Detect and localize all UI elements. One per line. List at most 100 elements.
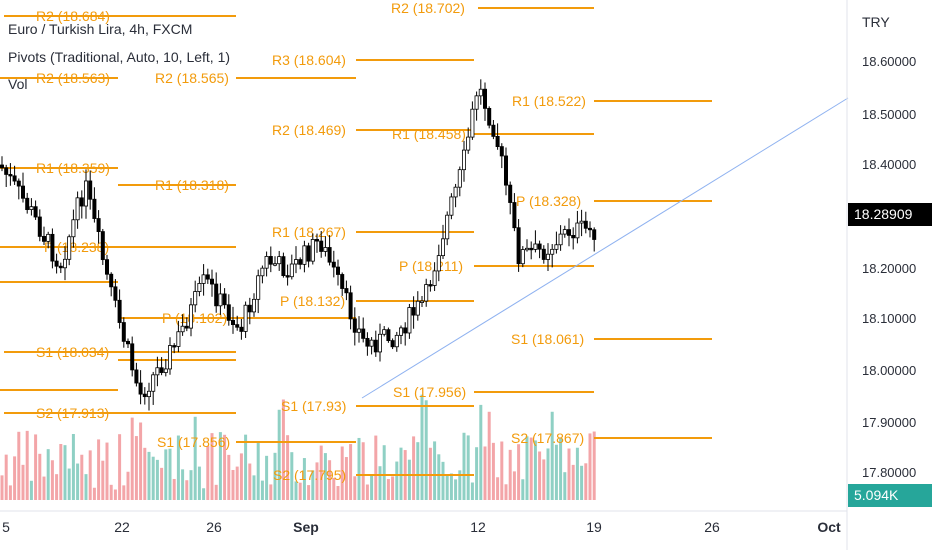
time-label: Oct (817, 519, 841, 535)
volume-bar (76, 463, 80, 500)
volume-bar (197, 466, 201, 500)
volume-bar (118, 434, 122, 500)
candle-body (75, 197, 80, 221)
candle-body (302, 245, 307, 265)
pivot-label: P (18.328) (516, 193, 581, 209)
volume-bar (399, 447, 403, 500)
candle-body (42, 236, 47, 242)
pivot-label: R1 (18.359) (36, 160, 110, 176)
last-price-tag: 18.28909 (848, 203, 932, 226)
time-label: 19 (586, 519, 602, 535)
volume-bar (441, 461, 445, 500)
volume-bar (542, 459, 546, 500)
candle-body (470, 108, 475, 138)
candle-body (260, 267, 265, 277)
volume-bar (8, 485, 12, 500)
pivot-levels: R2 (18.684) R2 (18.702) R3 (18.604) R2 (18.… (0, 0, 712, 483)
candle-body (151, 374, 156, 392)
candle-body (226, 304, 231, 321)
candle-body (188, 304, 193, 329)
candle-body (310, 239, 315, 262)
candle-body (138, 382, 143, 395)
volume-bar (563, 472, 567, 500)
price-label: 18.20000 (862, 261, 917, 276)
volume-bar (80, 454, 84, 500)
candle-body (16, 180, 21, 187)
pivot-label: R2 (18.563) (36, 70, 110, 86)
candle-body (167, 345, 172, 370)
candle-body (558, 233, 563, 246)
candle-body (508, 184, 513, 203)
pivot-label: P (18.132) (280, 293, 345, 309)
volume-bar (344, 457, 348, 500)
candle-body (20, 185, 25, 199)
volume-bar (176, 435, 180, 500)
pivots-indicator-label[interactable]: Pivots (Traditional, Auto, 10, Left, 1) (8, 49, 231, 65)
volume-bar (428, 447, 432, 500)
candle-body (29, 206, 34, 210)
volume-bar (71, 433, 75, 500)
price-label: 17.80000 (862, 465, 917, 480)
candle-body (579, 220, 584, 224)
candle-body (331, 261, 336, 268)
candle-body (209, 278, 214, 285)
candle-body (428, 284, 433, 287)
volume-bar (370, 475, 374, 500)
volume-bar (567, 448, 571, 500)
volume-indicator-label[interactable]: Vol (8, 76, 28, 92)
volume-bar (336, 485, 340, 500)
candle-body (33, 206, 38, 218)
candle-body (588, 227, 593, 231)
candle-body (272, 263, 277, 266)
candle-body (113, 286, 118, 301)
pivot-label: S2 (17.913) (36, 405, 109, 421)
volume-bar (193, 416, 197, 500)
candle-body (8, 174, 13, 177)
volume-bars (0, 394, 596, 500)
price-label: 18.00000 (862, 363, 917, 378)
candle-body (264, 256, 269, 269)
volume-bar (559, 438, 563, 500)
volume-bar (97, 439, 101, 500)
candle-body (184, 325, 189, 329)
volume-bar (101, 460, 105, 500)
candle-body (323, 247, 328, 252)
volume-bar (550, 411, 554, 500)
candle-body (546, 253, 551, 260)
candle-body (239, 326, 244, 332)
volume-bar (122, 485, 126, 500)
volume-bar (210, 433, 214, 500)
trend-line[interactable] (361, 97, 849, 399)
candle-body (197, 283, 202, 292)
candle-body (487, 107, 492, 126)
volume-bar (256, 441, 260, 500)
candle-body (319, 240, 324, 252)
volume-bar (475, 447, 479, 500)
candle-body (453, 186, 458, 198)
candle-body (163, 368, 168, 373)
candle-body (146, 390, 151, 398)
volume-bar (55, 474, 59, 500)
volume-bar (160, 467, 164, 500)
volume-bar (168, 448, 172, 500)
time-label: 22 (114, 519, 130, 535)
pivot-label: S2 (17.867) (511, 430, 584, 446)
candle-body (575, 222, 580, 239)
volume-bar (357, 437, 361, 500)
volume-bar (185, 480, 189, 500)
candle-body (457, 169, 462, 188)
candle-body (461, 149, 466, 171)
volume-bar (580, 465, 584, 500)
volume-bar (113, 489, 117, 500)
candle-body (377, 333, 382, 353)
volume-bar (319, 445, 323, 500)
volume-bar (525, 436, 529, 500)
symbol-title[interactable]: Euro / Turkish Lira, 4h, FXCM (8, 21, 193, 37)
volume-bar (533, 440, 537, 500)
volume-bar (214, 484, 218, 500)
pivot-label: R2 (18.469) (272, 122, 346, 138)
candle-body (289, 263, 294, 278)
price-label: 18.10000 (862, 311, 917, 326)
time-label: 26 (704, 519, 720, 535)
